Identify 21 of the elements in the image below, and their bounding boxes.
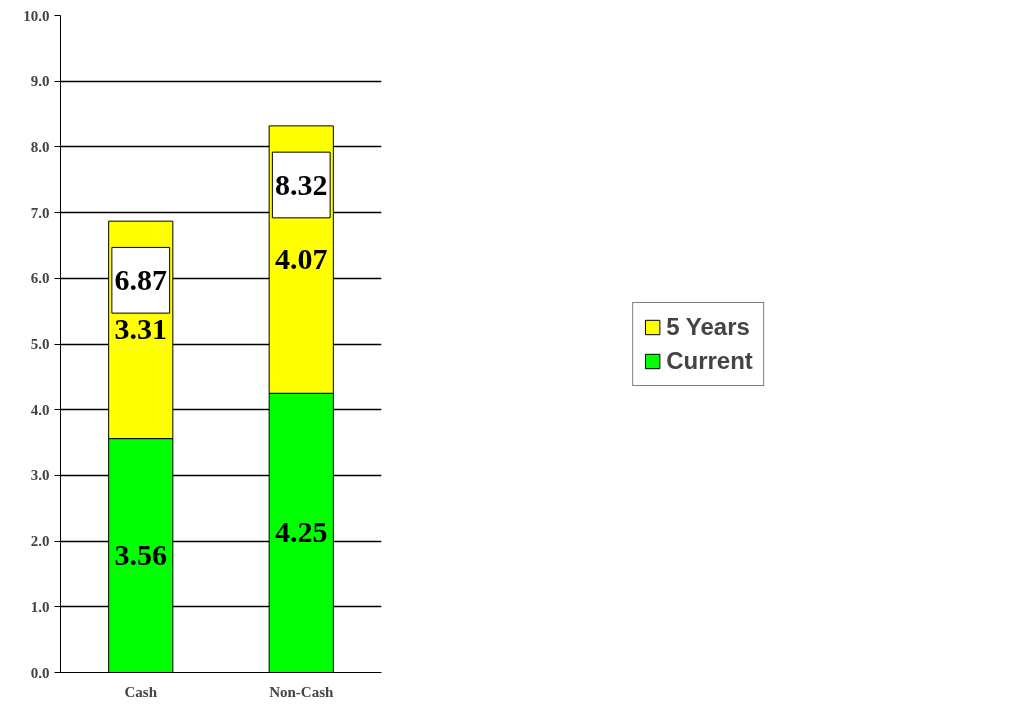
data-label: 4.25 bbox=[275, 515, 328, 549]
legend-label: 5 Years bbox=[666, 312, 750, 341]
total-label: 6.87 bbox=[114, 262, 167, 296]
y-tick-label: 8.0 bbox=[30, 138, 50, 155]
x-tick-label: Non-Cash bbox=[269, 683, 334, 700]
y-tick-label: 9.0 bbox=[30, 73, 50, 90]
data-label: 3.56 bbox=[114, 538, 167, 572]
y-tick-label: 1.0 bbox=[30, 598, 50, 615]
y-tick-label: 7.0 bbox=[30, 204, 50, 221]
data-label: 4.07 bbox=[275, 242, 328, 276]
y-tick-label: 4.0 bbox=[30, 401, 50, 418]
y-tick-label: 2.0 bbox=[30, 533, 50, 550]
y-tick-label: 10.0 bbox=[23, 7, 50, 24]
total-label: 8.32 bbox=[275, 167, 328, 201]
y-tick-label: 6.0 bbox=[30, 270, 50, 287]
y-tick-label: 0.0 bbox=[30, 664, 50, 681]
data-label: 3.31 bbox=[114, 312, 167, 346]
y-tick-label: 3.0 bbox=[30, 467, 50, 484]
y-tick-label: 5.0 bbox=[30, 336, 50, 352]
x-tick-label: Cash bbox=[124, 683, 158, 700]
legend-label: Current bbox=[666, 346, 753, 375]
